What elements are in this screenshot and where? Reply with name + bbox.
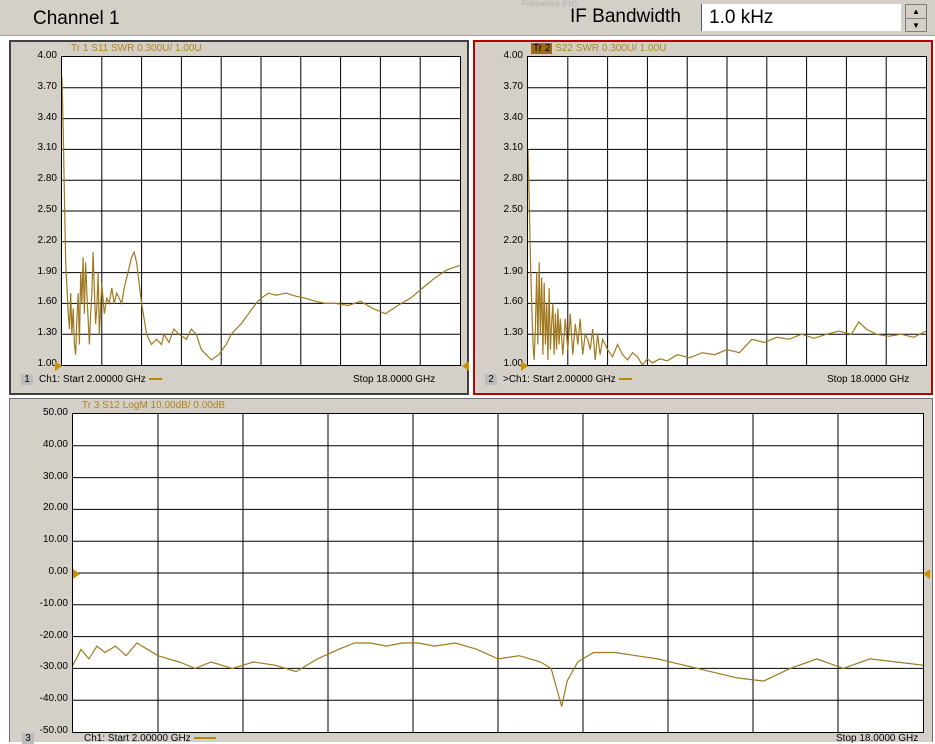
start-frequency-1: Ch1: Start 2.00000 GHz <box>39 374 162 385</box>
trace-title-2: Tr 2 S22 SWR 0.300U/ 1.00U <box>531 43 666 54</box>
y-tick-label: 2.20 <box>37 234 57 246</box>
spin-up-icon[interactable]: ▲ <box>912 7 920 16</box>
y-tick-label: 3.70 <box>503 80 523 92</box>
y-tick-label: 1.60 <box>37 296 57 308</box>
stop-frequency-1: Stop 18.0000 GHz <box>353 374 436 385</box>
trace-line-1[interactable] <box>62 77 460 361</box>
reference-marker-left-1 <box>55 361 62 371</box>
plot-area-3[interactable] <box>72 413 924 733</box>
reference-marker-left-3 <box>73 569 80 579</box>
window-number-1[interactable]: 1 <box>21 374 33 385</box>
stop-frequency-3: Stop 18.0000 GHz <box>836 733 919 744</box>
trace-plot-3 <box>73 414 923 732</box>
y-tick-label: 2.80 <box>503 173 523 185</box>
y-tick-label: 3.70 <box>37 80 57 92</box>
y-tick-label: 4.00 <box>37 50 57 61</box>
start-frequency-label-3: Ch1: Start 2.00000 GHz <box>84 733 191 744</box>
reference-marker-right-1 <box>462 361 469 371</box>
y-tick-label: -20.00 <box>39 629 68 641</box>
channel-title: Channel 1 <box>33 8 120 29</box>
trace-title-3: Tr 3 S12 LogM 10.00dB/ 0.00dB <box>82 400 226 411</box>
start-frequency-label-2: >Ch1: Start 2.00000 GHz <box>503 374 616 385</box>
y-tick-label: -50.00 <box>39 725 68 736</box>
y-tick-label: 3.40 <box>503 111 523 123</box>
window-number-3[interactable]: 3 <box>22 733 34 744</box>
trace-title-1: Tr 1 S11 SWR 0.300U/ 1.00U <box>71 43 202 54</box>
y-tick-label: 1.00 <box>503 358 523 369</box>
y-tick-label: 2.50 <box>37 204 57 215</box>
y-tick-label: 1.60 <box>503 296 523 308</box>
trace-legend-line-3 <box>193 737 216 740</box>
reference-marker-left-2 <box>521 361 528 371</box>
y-tick-label: -40.00 <box>39 693 68 705</box>
y-tick-label: 2.20 <box>503 234 523 246</box>
start-frequency-2: >Ch1: Start 2.00000 GHz <box>503 374 632 385</box>
y-tick-label: -30.00 <box>39 661 68 673</box>
y-tick-label: 50.00 <box>42 407 68 418</box>
top-toolbar: Frequency (Hz) Channel 1 IF Bandwidth 1.… <box>0 0 935 36</box>
if-bandwidth-field[interactable]: 1.0 kHz <box>701 4 901 31</box>
plot-area-1[interactable] <box>61 56 461 366</box>
y-tick-label: 0.00 <box>48 566 68 577</box>
if-bandwidth-spinner[interactable]: ▲ ▼ <box>905 4 927 32</box>
y-tick-label: 1.30 <box>503 327 523 339</box>
trace-plot-1 <box>62 57 460 365</box>
trace-panel-3[interactable]: Tr 3 S12 LogM 10.00dB/ 0.00dB 50.00 40.00… <box>9 398 933 744</box>
reference-marker-right-3 <box>923 569 930 579</box>
y-tick-label: 1.30 <box>37 327 57 339</box>
y-tick-label: 10.00 <box>42 534 68 546</box>
y-tick-label: 3.10 <box>37 142 57 154</box>
start-frequency-label-1: Ch1: Start 2.00000 GHz <box>39 374 146 385</box>
y-tick-label: 2.80 <box>37 173 57 185</box>
y-tick-label: 1.90 <box>37 265 57 277</box>
if-bandwidth-label: IF Bandwidth <box>570 6 681 27</box>
trace-legend-line-2 <box>618 378 632 381</box>
trace-line-2[interactable] <box>528 149 926 365</box>
window-number-2[interactable]: 2 <box>485 374 497 385</box>
y-tick-label: 30.00 <box>42 470 68 482</box>
trace-panel-2[interactable]: Tr 2 S22 SWR 0.300U/ 1.00U 4.00 3.70 3.40 3… <box>473 40 933 395</box>
trace-panel-1[interactable]: Tr 1 S11 SWR 0.300U/ 1.00U 4.00 3.70 3.40 3… <box>9 40 469 395</box>
trace-line-3[interactable] <box>73 642 923 707</box>
y-tick-label: 20.00 <box>42 502 68 514</box>
y-tick-label: 40.00 <box>42 438 68 450</box>
trace-plot-2 <box>528 57 926 365</box>
trace-title-text-2: S22 SWR 0.300U/ 1.00U <box>555 43 667 54</box>
spin-down-icon[interactable]: ▼ <box>906 18 926 32</box>
y-tick-label: 4.00 <box>503 50 523 61</box>
trace-legend-line-1 <box>148 378 162 381</box>
y-tick-label: -10.00 <box>39 597 68 609</box>
y-tick-label: 2.50 <box>503 204 523 215</box>
y-tick-label: 1.00 <box>37 358 57 369</box>
stop-frequency-2: Stop 18.0000 GHz <box>827 374 910 385</box>
if-bandwidth-value: 1.0 kHz <box>709 7 774 28</box>
ghost-axis-label: Frequency (Hz) <box>522 0 578 8</box>
start-frequency-3: Ch1: Start 2.00000 GHz <box>84 733 216 744</box>
y-tick-label: 3.40 <box>37 111 57 123</box>
plot-area-2[interactable] <box>527 56 927 366</box>
y-tick-label: 1.90 <box>503 265 523 277</box>
active-trace-badge[interactable]: Tr 2 <box>531 43 553 54</box>
y-tick-label: 3.10 <box>503 142 523 154</box>
